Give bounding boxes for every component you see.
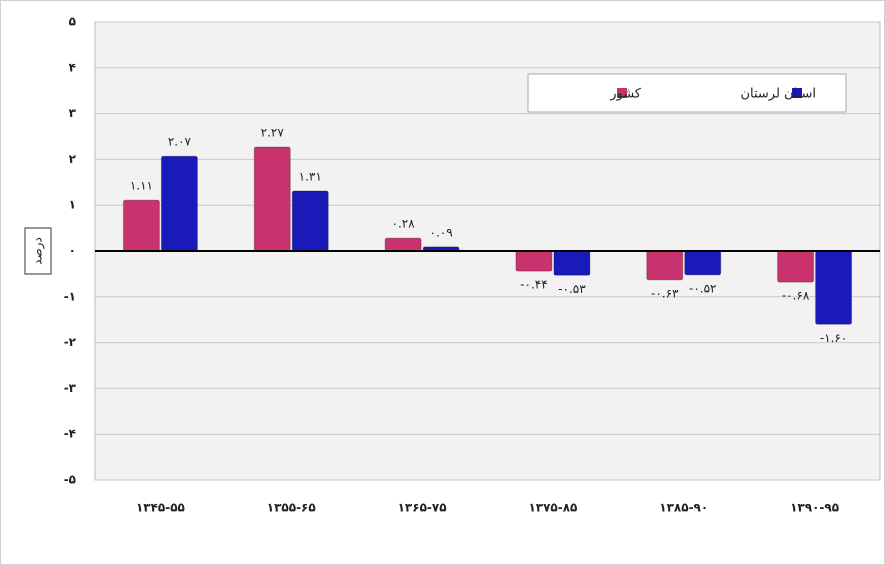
y-label-box: [24, 227, 52, 275]
bar: [515, 250, 553, 272]
y-tick-label: -۴: [64, 427, 76, 441]
data-label: -۰.۵۲: [689, 281, 716, 295]
data-label: -۰.۵۳: [558, 282, 586, 296]
bar: [684, 250, 722, 276]
y-tick-label: -۵: [64, 473, 76, 487]
bar: [646, 250, 684, 281]
x-tick-label: ۱۳۸۵-۹۰: [659, 501, 708, 515]
legend-swatch: [617, 88, 627, 98]
data-label: ۲.۲۷: [261, 126, 285, 140]
x-tick-label: ۱۳۴۵-۵۵: [136, 501, 185, 515]
y-tick-label: -۳: [64, 381, 77, 395]
legend-label: استان لرستان: [740, 87, 816, 102]
data-label: -۰.۶۳: [651, 286, 679, 300]
bar: [553, 250, 591, 276]
bar: [777, 250, 815, 283]
y-tick-label: ۵: [69, 15, 76, 29]
bar: [160, 155, 198, 252]
y-tick-label: ۰: [69, 244, 76, 258]
y-tick-label: -۲: [64, 335, 77, 349]
y-axis-label: درصد: [31, 237, 46, 265]
data-label: ۱.۳۱: [299, 170, 322, 184]
data-label: -۰.۴۴: [520, 278, 547, 292]
data-label: ۱.۱۱: [130, 179, 153, 193]
x-tick-label: ۱۳۷۵-۸۵: [528, 501, 577, 515]
x-tick-label: ۱۳۶۵-۷۵: [398, 501, 447, 515]
x-tick-label: ۱۳۹۰-۹۵: [790, 501, 839, 515]
bar: [815, 250, 853, 325]
y-tick-label: ۲: [69, 152, 77, 166]
y-tick-label: ۳: [69, 106, 77, 120]
bar: [291, 190, 329, 252]
data-label: ۰.۰۹: [430, 225, 453, 239]
data-label: -۰.۶۸: [782, 289, 810, 303]
data-label: ۲.۰۷: [168, 135, 192, 149]
data-label: ۰.۲۸: [392, 217, 416, 231]
y-tick-label: ۴: [69, 60, 76, 74]
data-label: -۱.۶۰: [820, 331, 847, 345]
y-tick-label: ۱: [69, 198, 76, 212]
legend-label: کشور: [609, 87, 642, 102]
bar: [384, 237, 422, 252]
bar: [253, 146, 291, 252]
x-tick-label: ۱۳۵۵-۶۵: [267, 501, 316, 515]
legend-swatch: [792, 88, 802, 98]
y-tick-label: -۱: [64, 289, 76, 303]
bar: [122, 199, 160, 252]
